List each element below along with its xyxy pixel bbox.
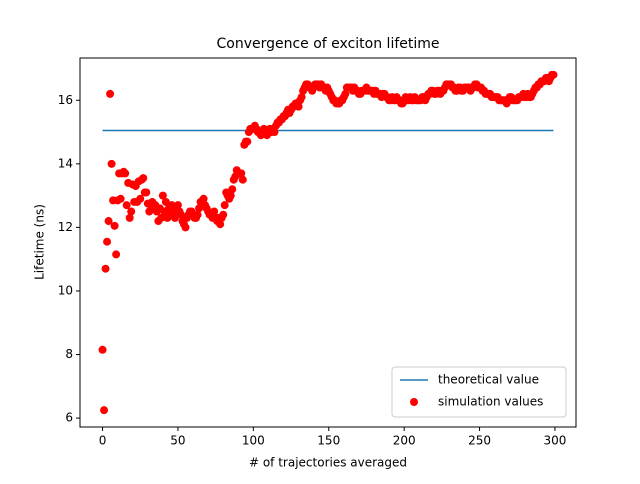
point [170,213,179,222]
point [195,204,204,213]
point [294,102,303,111]
x-tick-label: 200 [393,434,416,448]
point [297,93,306,102]
point [243,137,252,146]
point [101,264,110,273]
point [176,210,185,219]
x-tick-label: 300 [544,434,567,448]
point [104,217,113,226]
point [216,220,225,229]
x-tick-label: 0 [99,434,107,448]
legend-box [391,366,567,418]
point [270,128,279,137]
point [127,207,136,216]
legend-marker [410,398,418,406]
y-tick-label: 12 [58,220,73,234]
point [549,70,558,79]
point [121,169,130,178]
point [106,89,115,98]
legend-label: simulation values [438,395,543,409]
x-tick-label: 150 [317,434,340,448]
point [116,194,125,203]
y-tick-label: 8 [65,347,73,361]
point [226,191,235,200]
point [210,207,219,216]
point [139,174,148,183]
point [181,223,190,232]
legend-label: theoretical value [438,373,539,387]
point [107,159,116,168]
point [220,201,229,210]
point [110,221,119,230]
point [157,213,166,222]
y-tick-label: 14 [58,156,73,170]
point [161,197,170,206]
x-tick-label: 250 [468,434,491,448]
point [173,201,182,210]
x-tick-label: 50 [170,434,185,448]
axes-frame [79,57,577,428]
y-tick-label: 10 [58,283,73,297]
point [100,406,109,415]
point [142,188,151,197]
point [112,250,121,259]
point [237,169,246,178]
point [199,194,208,203]
point [103,237,112,246]
point [238,175,247,184]
y-axis-label: Lifetime (ns) [33,204,47,280]
point [219,210,228,219]
point [122,201,131,210]
point [228,185,237,194]
point [193,210,202,219]
y-tick-label: 16 [58,93,73,107]
point [98,345,107,354]
point [125,213,134,222]
point [341,89,350,98]
x-tick-label: 100 [242,434,265,448]
x-axis-label: # of trajectories averaged [249,456,407,470]
legend: theoretical value simulation values [391,366,567,418]
chart-title: Convergence of exciton lifetime [216,36,439,52]
y-tick-label: 6 [65,411,73,425]
point [136,194,145,203]
point [158,191,167,200]
